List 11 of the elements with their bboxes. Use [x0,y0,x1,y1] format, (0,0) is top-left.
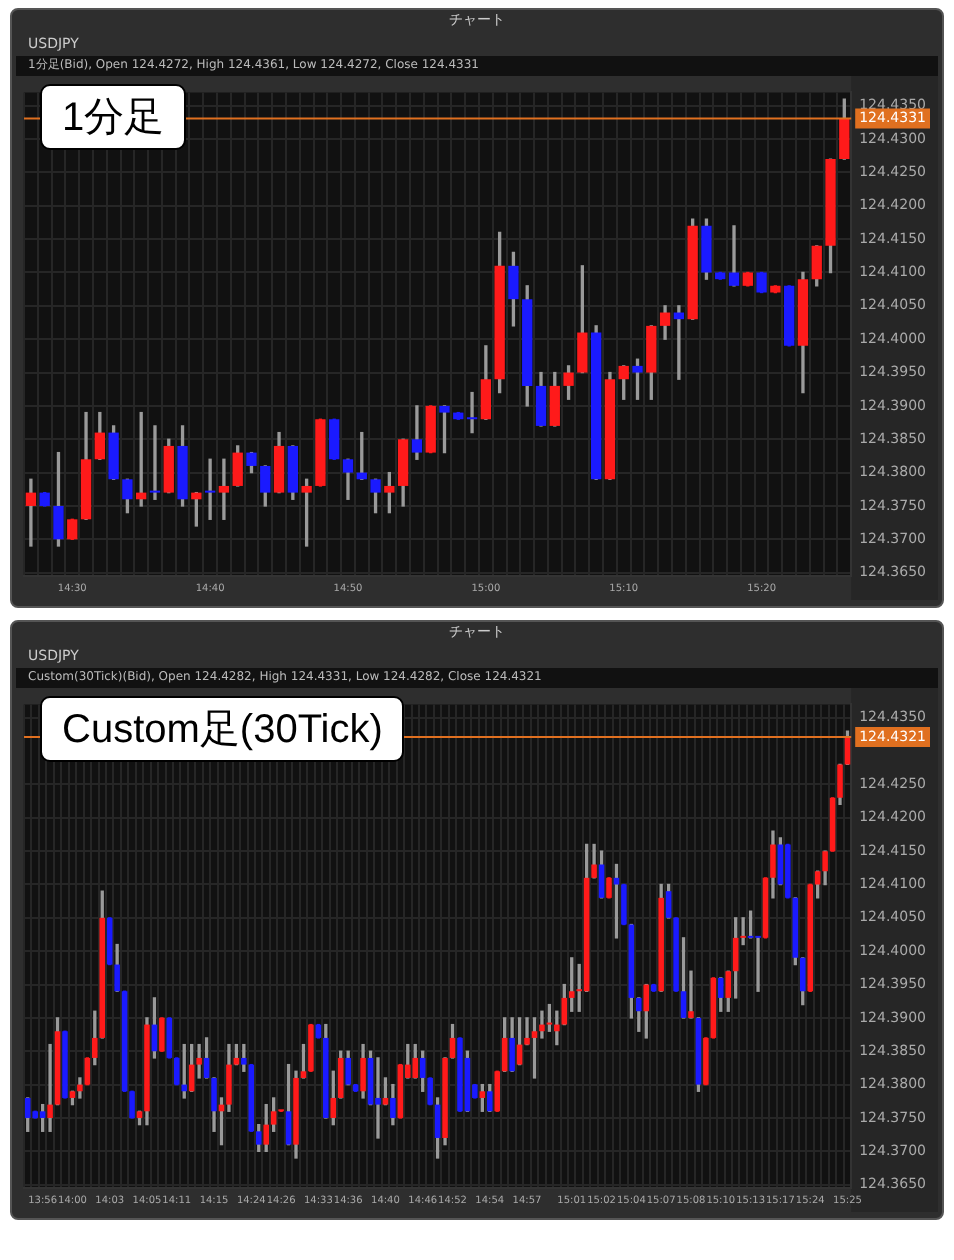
candlestick [25,478,37,547]
candlestick [375,1057,381,1139]
candlestick [204,458,216,520]
chart-title: Custom足(30Tick) [40,696,405,762]
candlestick [218,458,230,520]
candlestick [755,935,761,992]
chart-title: 1分足 [40,84,187,150]
candlestick [149,425,161,500]
candlestick [466,391,478,434]
candlestick [728,225,740,287]
candlestick [411,405,423,460]
